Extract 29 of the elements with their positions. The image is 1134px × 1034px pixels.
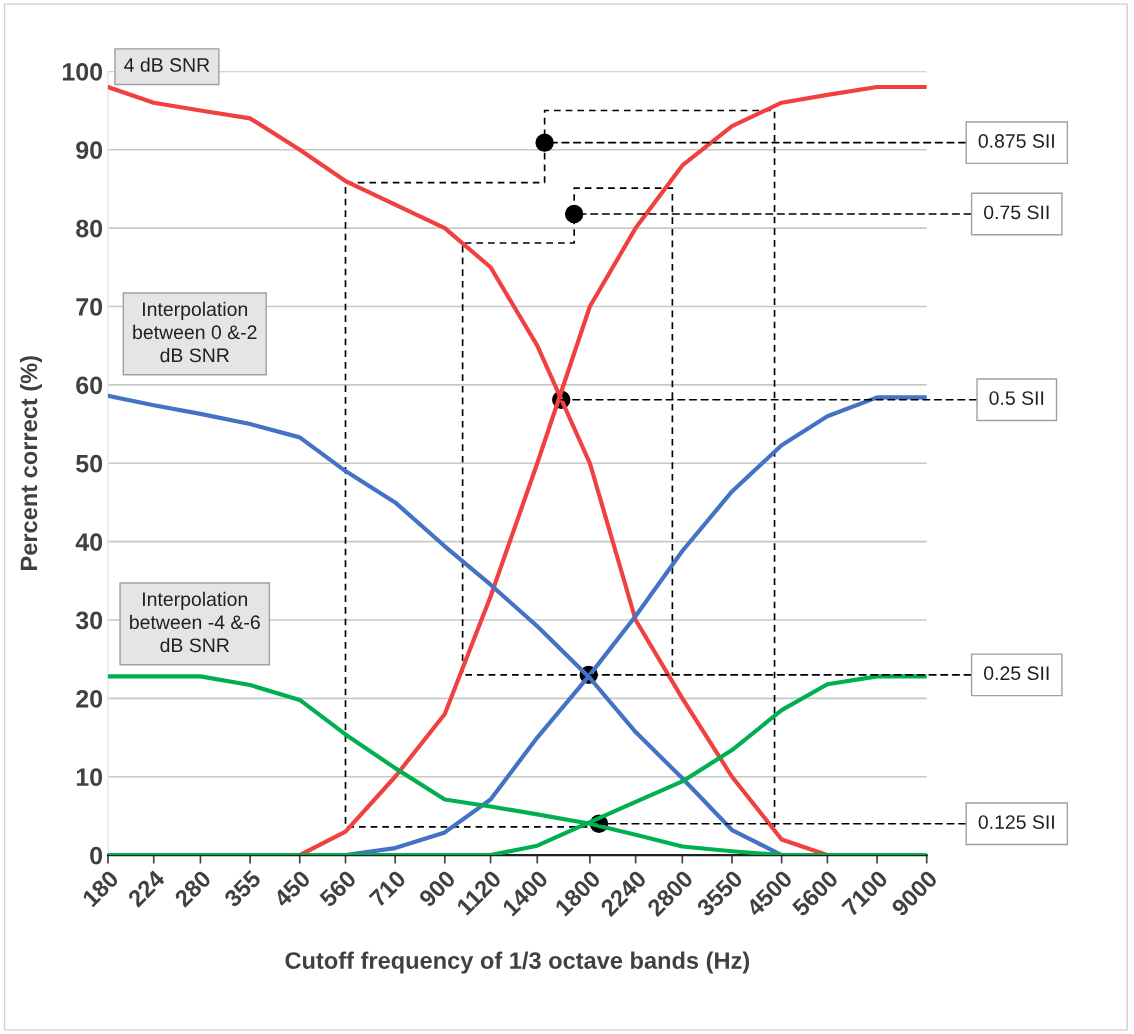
x-axis-title: Cutoff frequency of 1/3 octave bands (Hz) <box>285 951 750 974</box>
annotation: 0.875 SII <box>978 134 1054 148</box>
x-tick-label: 710 <box>368 869 407 908</box>
y-tick-label: 20 <box>76 689 103 708</box>
annotation: 0.125 SII <box>978 815 1054 829</box>
annotation: 0.5 SII <box>989 391 1044 405</box>
x-tick-label: 560 <box>318 869 358 908</box>
annotation: 4 dB SNR <box>124 57 210 72</box>
x-tick-label: 280 <box>173 869 213 908</box>
y-tick-label: 100 <box>62 62 103 81</box>
annotation: 0.75 SII <box>984 205 1049 220</box>
x-tick-label: 355 <box>223 869 262 909</box>
y-tick-label: 40 <box>75 533 103 551</box>
x-tick-label: 224 <box>126 868 166 908</box>
x-tick-label: 180 <box>81 869 120 908</box>
y-tick-label: 30 <box>75 611 103 630</box>
y-tick-label: 80 <box>76 219 103 238</box>
annotation: Interpolation between 0 &-2 dB SNR <box>133 301 257 363</box>
y-tick-label: 0 <box>90 846 103 865</box>
y-axis-title: Percent correct (%) <box>19 356 42 570</box>
y-tick-label: 70 <box>76 298 103 316</box>
x-tick-label: 450 <box>272 869 312 909</box>
y-tick-label: 50 <box>76 454 103 473</box>
y-tick-label: 60 <box>76 376 103 395</box>
y-tick-label: 90 <box>76 141 103 160</box>
x-tick-label: 900 <box>417 869 457 908</box>
annotation: Interpolation between -4 &-6 dB SNR <box>130 591 260 653</box>
y-tick-label: 10 <box>76 768 103 787</box>
annotation: 0.25 SII <box>984 666 1049 681</box>
